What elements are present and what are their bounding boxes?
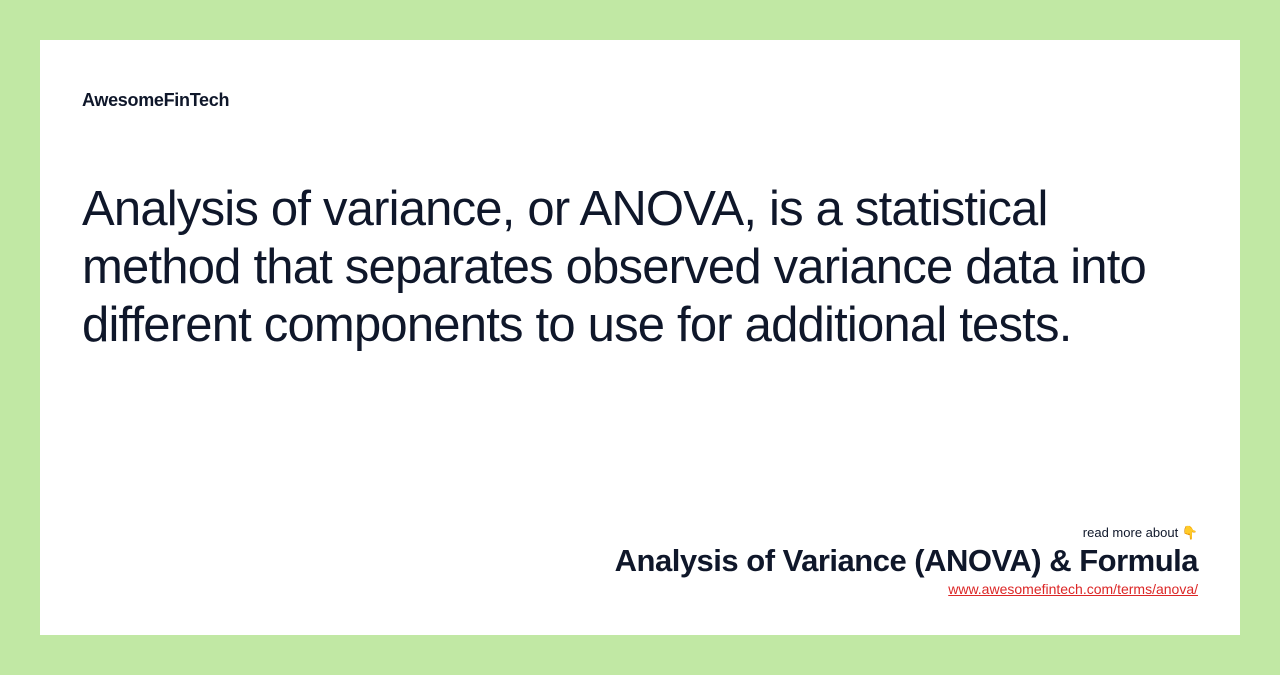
definition-text: Analysis of variance, or ANOVA, is a sta… bbox=[82, 181, 1198, 354]
brand-logo: AwesomeFinTech bbox=[82, 90, 1198, 111]
content-card: AwesomeFinTech Analysis of variance, or … bbox=[40, 40, 1240, 635]
spacer bbox=[82, 111, 1198, 181]
article-title: Analysis of Variance (ANOVA) & Formula bbox=[615, 543, 1198, 579]
readmore-label: read more about 👇 bbox=[1083, 525, 1198, 541]
spacer bbox=[82, 354, 1198, 525]
footer: read more about 👇 Analysis of Variance (… bbox=[82, 525, 1198, 597]
article-url-link[interactable]: www.awesomefintech.com/terms/anova/ bbox=[948, 581, 1198, 597]
